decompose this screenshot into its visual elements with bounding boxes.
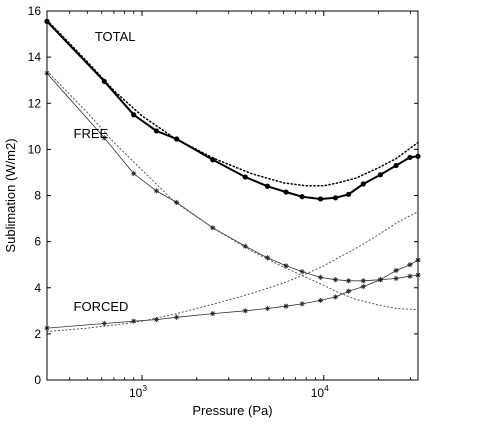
series-1-point <box>332 195 339 201</box>
series-1-point <box>153 128 160 134</box>
series-3-point <box>332 277 339 283</box>
series-5-point <box>242 308 248 314</box>
annotation-forced: FORCED <box>74 299 129 314</box>
series-5-point <box>360 283 366 290</box>
series-3-point <box>360 278 366 284</box>
series-5-point <box>377 277 384 283</box>
series-5-point <box>174 314 180 320</box>
series-5-point <box>210 310 216 317</box>
series-1-point <box>377 172 384 178</box>
series-1-point <box>360 181 366 187</box>
series-line-3 <box>46 73 419 282</box>
series-3-point <box>317 274 324 280</box>
x-axis-title: Pressure (Pa) <box>192 403 272 418</box>
series-5-point <box>264 305 271 312</box>
series-1-point <box>210 157 216 163</box>
series-3-point <box>101 135 107 141</box>
series-5-point <box>101 320 107 327</box>
series-5-point <box>317 297 324 304</box>
series-3-point <box>283 263 289 269</box>
series-5-point <box>153 316 160 323</box>
y-axis-title: Sublimation (W/m2) <box>3 138 18 252</box>
series-5-point <box>407 262 413 268</box>
series-line-1 <box>46 20 419 200</box>
series-5-point <box>393 267 399 274</box>
series-line-2 <box>46 19 419 187</box>
y-tick-label: 6 <box>34 235 41 249</box>
y-tick-label: 2 <box>34 327 41 341</box>
series-3-point <box>242 243 248 249</box>
series-1-point <box>393 162 399 169</box>
series-3-point <box>393 275 399 282</box>
plot-markers <box>44 18 421 331</box>
series-1-point <box>299 194 305 200</box>
series-3-point <box>210 225 216 231</box>
series-5-point <box>346 288 352 294</box>
y-tick-label: 12 <box>28 96 42 110</box>
series-1-point <box>283 189 289 195</box>
series-1-point <box>346 191 352 197</box>
series-1-point <box>174 136 180 142</box>
y-tick-label: 8 <box>34 189 41 203</box>
y-tick-label: 16 <box>28 4 42 18</box>
x-tick-label: 104 <box>311 383 329 400</box>
series-1-point <box>131 112 137 118</box>
series-5-point <box>332 294 339 300</box>
series-3-point <box>153 188 160 194</box>
y-tick-label: 4 <box>34 281 41 295</box>
series-line-5 <box>46 259 419 329</box>
series-3-point <box>174 199 180 206</box>
series-5-point <box>299 301 305 307</box>
series-3-point <box>131 170 137 177</box>
annotation-total: TOTAL <box>95 29 136 44</box>
series-5-point <box>283 303 289 309</box>
series-3-point <box>407 273 413 279</box>
annotation-free: FREE <box>74 126 109 141</box>
series-line-4 <box>46 70 419 311</box>
series-5-point <box>131 318 137 324</box>
x-tick-label: 103 <box>129 383 147 400</box>
series-1-point <box>407 154 413 161</box>
annotations: TOTAL FREE FORCED <box>74 29 136 314</box>
plot-lines <box>46 19 419 333</box>
y-tick-label: 0 <box>34 373 41 387</box>
series-line-6 <box>46 211 419 333</box>
tick-labels: 0 2 4 6 8 10 12 14 16 103 104 <box>28 4 329 400</box>
series-1-point <box>317 196 324 202</box>
series-3-point <box>299 269 305 275</box>
series-3-point <box>264 255 271 261</box>
series-1-point <box>242 174 248 180</box>
series-1-point <box>101 78 107 84</box>
y-tick-label: 10 <box>28 142 42 156</box>
series-3-point <box>346 278 352 284</box>
series-1-point <box>264 183 271 189</box>
y-tick-label: 14 <box>28 50 42 64</box>
axis-ticks <box>46 10 418 381</box>
